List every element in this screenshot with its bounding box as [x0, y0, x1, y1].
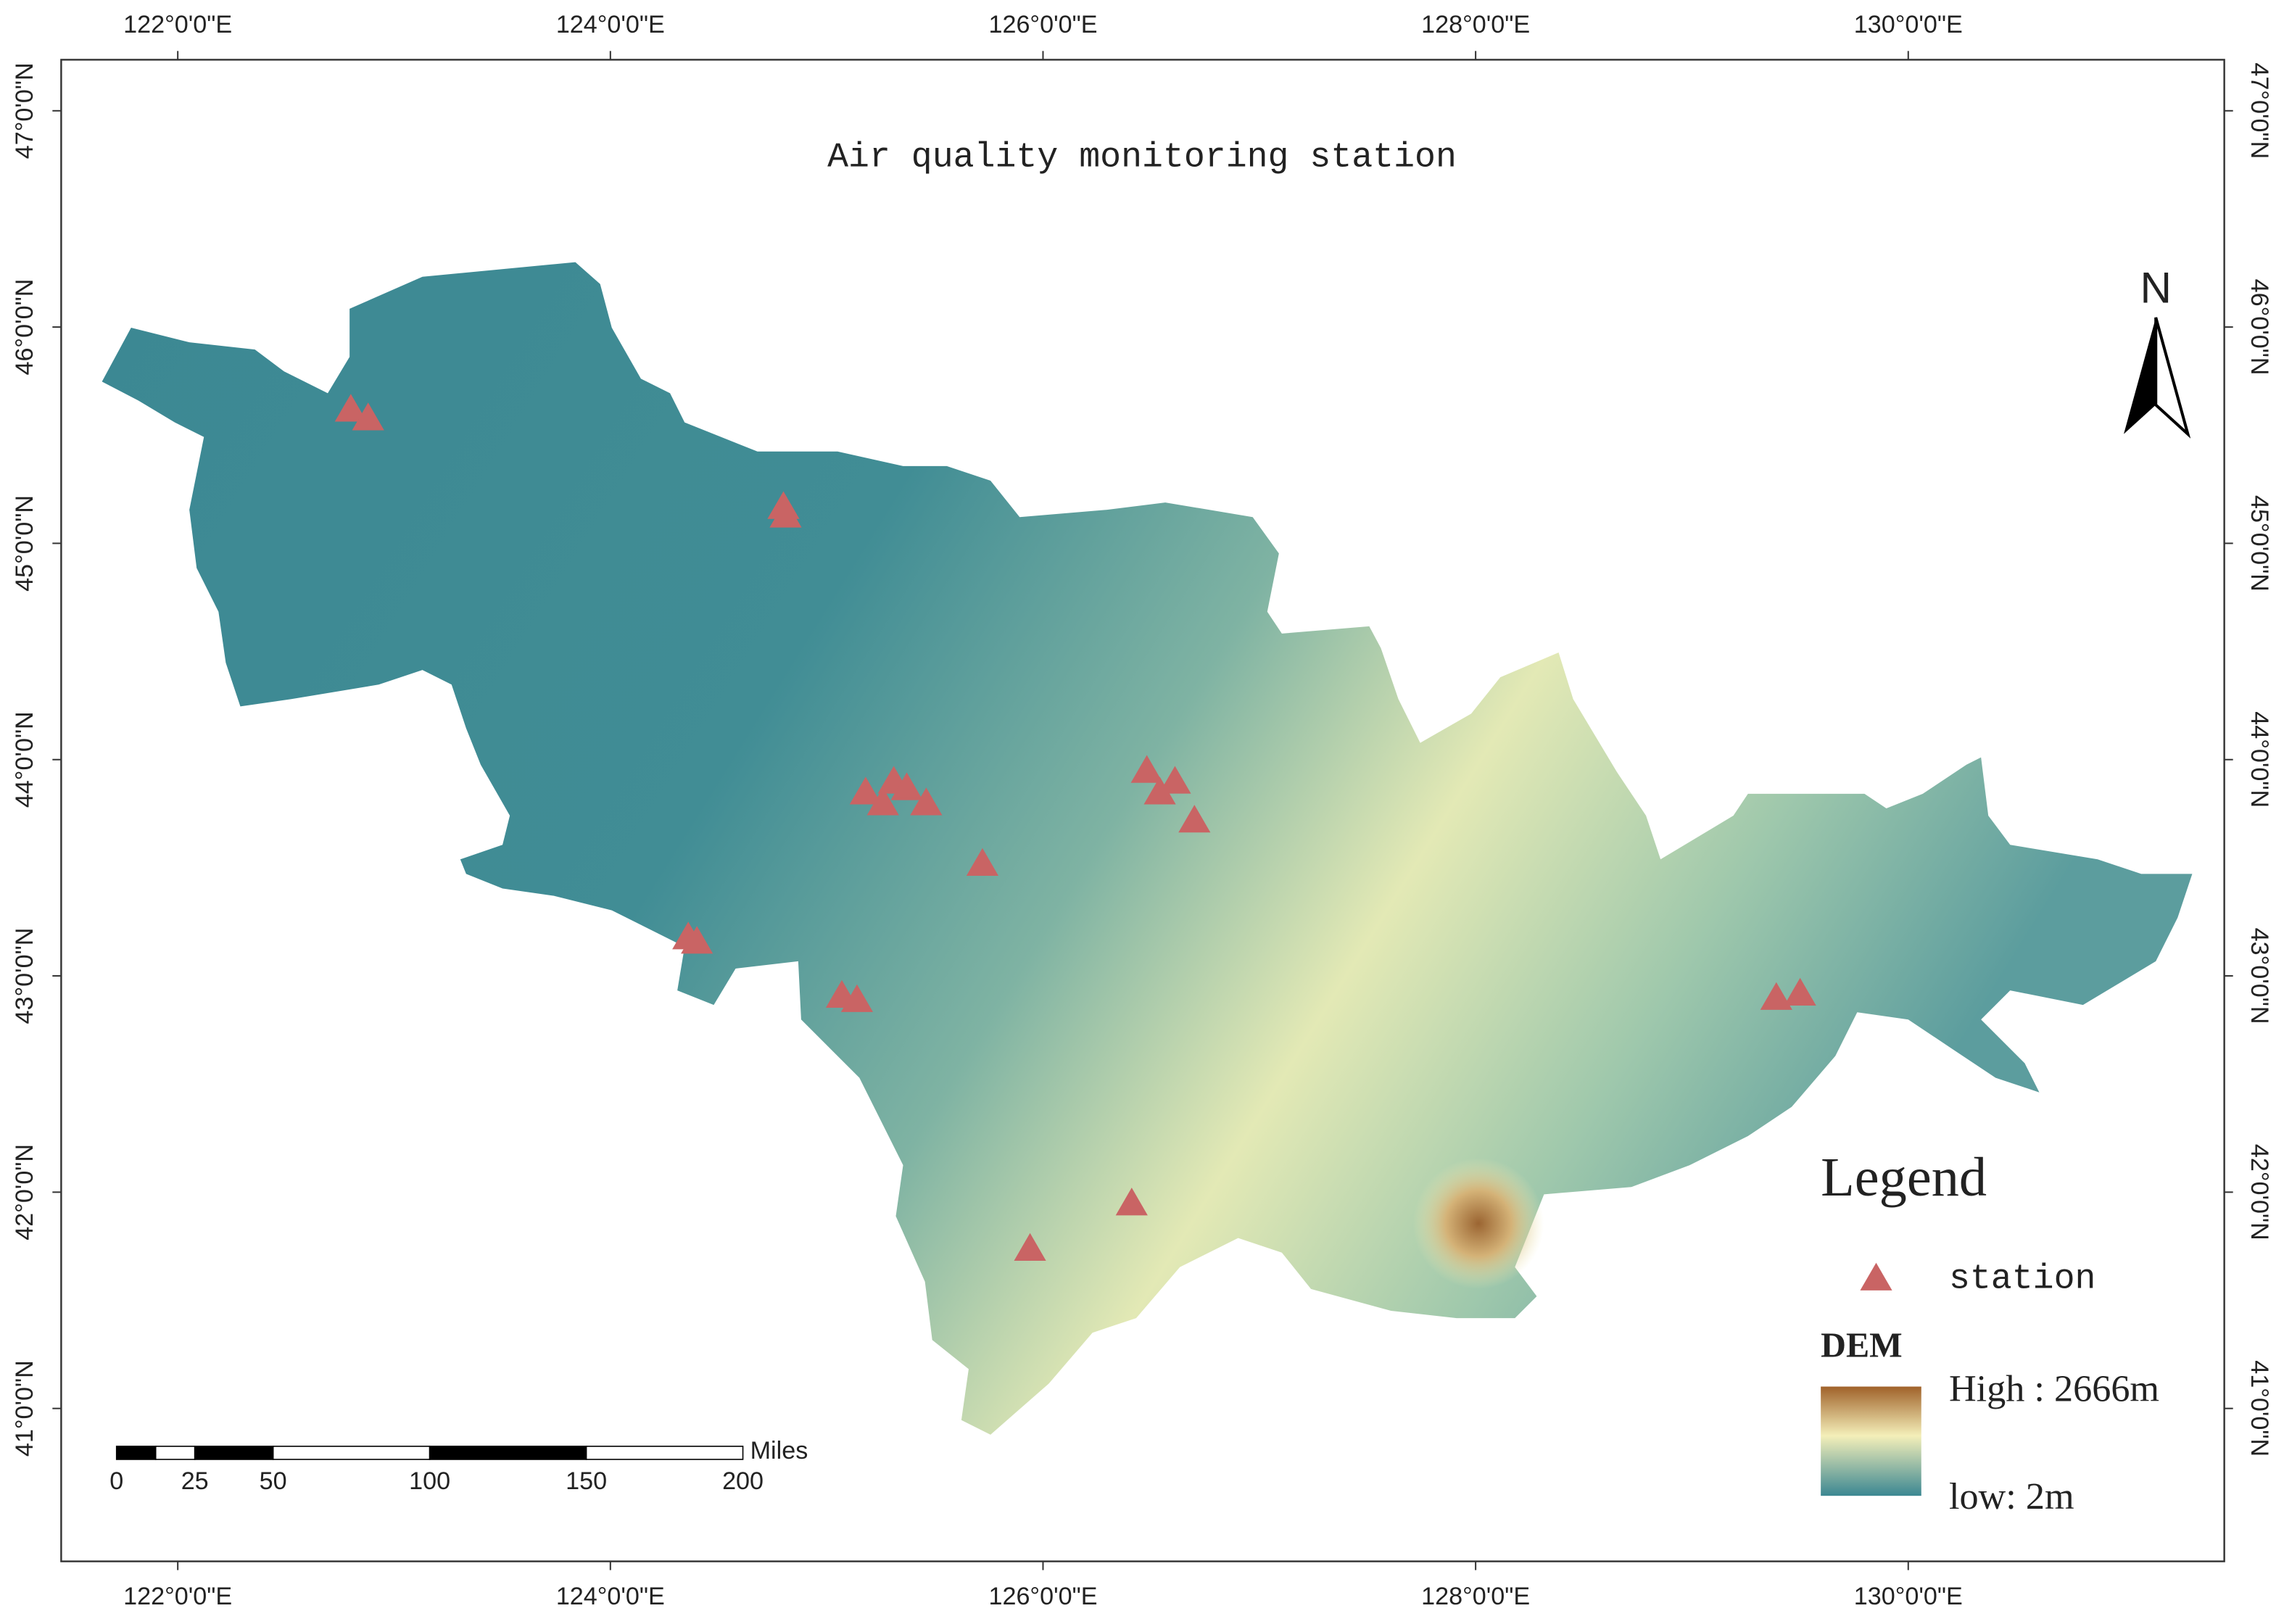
legend-label: station	[1949, 1260, 2096, 1299]
x-tick-label: 122°0'0"E	[123, 11, 232, 38]
x-tick-label: 124°0'0"E	[556, 11, 665, 38]
scale-unit: Miles	[750, 1437, 808, 1464]
scale-segment	[585, 1446, 744, 1460]
y-tick-label: 41°0'0"N	[2246, 1360, 2273, 1457]
station	[1014, 1232, 1046, 1261]
dem-title: DEM	[1821, 1326, 1902, 1364]
y-tick-label: 45°0'0"N	[2246, 495, 2273, 592]
scale-segment	[154, 1446, 196, 1460]
north-label: N	[2140, 263, 2172, 312]
station	[1784, 977, 1816, 1006]
dem-ramp	[1821, 1386, 1921, 1496]
station	[334, 394, 367, 422]
scale-segment	[429, 1446, 587, 1460]
y-tick-label: 43°0'0"N	[11, 928, 38, 1024]
scale-segment	[194, 1446, 274, 1460]
scale-segment	[272, 1446, 431, 1460]
y-tick-label: 44°0'0"N	[2246, 711, 2273, 808]
scale-label: 100	[409, 1467, 450, 1495]
x-tick-label: 130°0'0"E	[1854, 1583, 1963, 1610]
y-tick-label: 44°0'0"N	[11, 711, 38, 808]
station	[1159, 766, 1191, 794]
scale-label: 200	[722, 1467, 764, 1495]
station	[1143, 776, 1176, 805]
north-arrow-right	[2154, 317, 2191, 439]
scale-label: 50	[260, 1467, 287, 1495]
station	[849, 776, 882, 805]
x-tick-label: 126°0'0"E	[988, 11, 1097, 38]
station	[1130, 755, 1163, 783]
y-tick-label: 46°0'0"N	[11, 279, 38, 376]
scale-label: 25	[181, 1467, 209, 1495]
y-tick-label: 41°0'0"N	[11, 1360, 38, 1457]
x-tick-label: 128°0'0"E	[1421, 1583, 1530, 1610]
x-tick-label: 122°0'0"E	[123, 1583, 232, 1610]
x-tick-label: 130°0'0"E	[1854, 11, 1963, 38]
y-tick-label: 47°0'0"N	[11, 62, 38, 159]
north-arrow: N	[2124, 263, 2191, 439]
x-tick-label: 126°0'0"E	[988, 1583, 1097, 1610]
scale-segment	[115, 1446, 157, 1460]
station	[1178, 805, 1211, 833]
station	[840, 984, 874, 1012]
legend-title: Legend	[1821, 1146, 1987, 1208]
y-tick-label: 45°0'0"N	[11, 495, 38, 592]
north-arrow-left	[2124, 317, 2156, 434]
station	[1760, 982, 1792, 1010]
y-tick-label: 42°0'0"N	[11, 1144, 38, 1240]
y-tick-label: 46°0'0"N	[2246, 279, 2273, 376]
dem-region	[102, 262, 2193, 1435]
y-tick-label: 47°0'0"N	[2246, 62, 2273, 159]
scale-label: 150	[566, 1467, 607, 1495]
station	[890, 772, 923, 800]
station	[1115, 1188, 1148, 1216]
x-tick-label: 124°0'0"E	[556, 1583, 665, 1610]
station	[352, 402, 384, 431]
y-tick-label: 42°0'0"N	[2246, 1144, 2273, 1240]
station	[866, 787, 899, 816]
station	[769, 500, 802, 528]
station	[910, 787, 943, 816]
station	[966, 848, 999, 876]
legend-marker	[1860, 1262, 1892, 1290]
x-tick-label: 128°0'0"E	[1421, 11, 1530, 38]
scale-label: 0	[109, 1467, 123, 1495]
map-title: Air quality monitoring station	[827, 138, 1457, 178]
dem-peak	[1412, 1158, 1544, 1289]
dem-low: low: 2m	[1949, 1475, 2074, 1517]
station	[681, 926, 713, 954]
dem-high: High : 2666m	[1949, 1368, 2159, 1410]
y-tick-label: 43°0'0"N	[2246, 928, 2273, 1024]
